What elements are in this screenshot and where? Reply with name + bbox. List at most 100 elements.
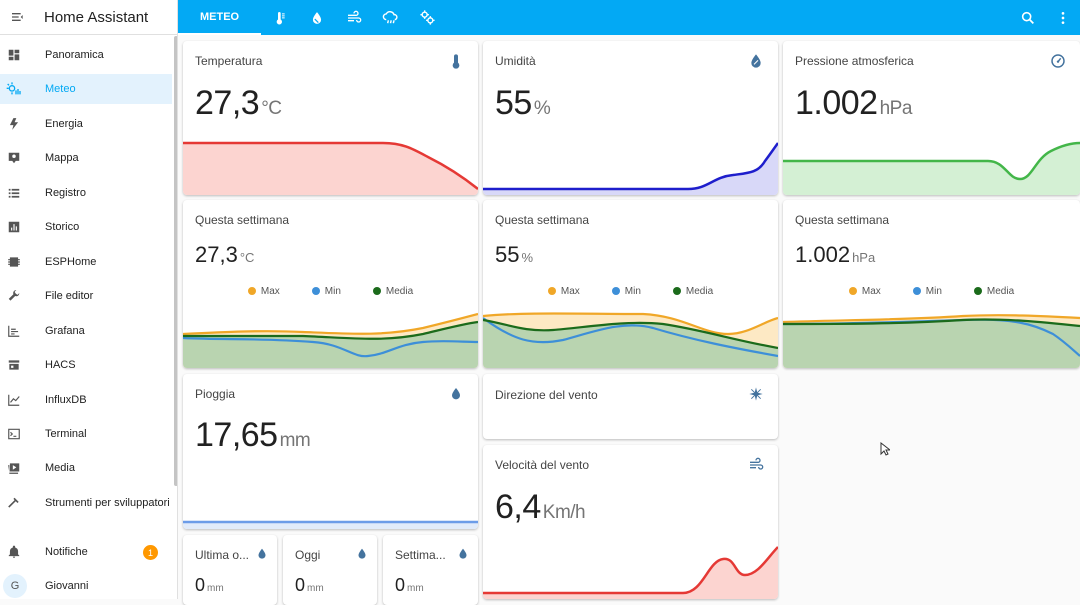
- week-humidity-card[interactable]: Questa settimana 55% Max Min Media: [483, 200, 778, 368]
- sidebar-header: Home Assistant: [0, 0, 177, 35]
- wind-direction-card[interactable]: Direzione del vento: [483, 374, 778, 439]
- bell-icon: [0, 537, 28, 567]
- humidity-value: 55: [495, 84, 532, 122]
- card-title: Temperatura: [195, 54, 263, 68]
- legend-max[interactable]: Max: [848, 286, 881, 297]
- chart-legend: Max Min Media: [483, 286, 778, 297]
- notification-badge: 1: [143, 545, 158, 560]
- sidebar-item-mappa[interactable]: Mappa: [0, 143, 172, 173]
- avatar: G: [3, 574, 27, 598]
- sidebar-item-label: Notifiche: [45, 546, 88, 558]
- pressure-card[interactable]: Pressione atmosferica 1.002 hPa: [783, 41, 1080, 195]
- chart-legend: Max Min Media: [183, 286, 478, 297]
- rain-cloud-icon: [382, 11, 398, 24]
- legend-max[interactable]: Max: [547, 286, 580, 297]
- user-name: Giovanni: [45, 580, 89, 592]
- card-title: Direzione del vento: [495, 388, 598, 402]
- sidebar-item-meteo[interactable]: Meteo: [0, 74, 172, 104]
- card-title: Pioggia: [195, 387, 236, 401]
- sidebar-item-terminal[interactable]: Terminal: [0, 419, 172, 449]
- tab-rain[interactable]: [372, 0, 409, 35]
- humidity-card[interactable]: Umidità 55%: [483, 41, 778, 195]
- humidity-unit: %: [533, 98, 551, 119]
- chart-icon: [0, 212, 28, 242]
- rain-today-value: 0: [295, 575, 306, 595]
- tab-settings[interactable]: [409, 0, 446, 35]
- legend-min[interactable]: Min: [311, 286, 341, 297]
- wind-speed-graph: [483, 546, 778, 599]
- chip-icon: [0, 247, 28, 277]
- legend-media[interactable]: Media: [973, 286, 1014, 297]
- sidebar-item-label: Terminal: [45, 428, 87, 440]
- pressure-graph: [783, 141, 1080, 195]
- search-button[interactable]: [1010, 0, 1045, 35]
- week-pressure-card[interactable]: Questa settimana 1.002 hPa Max Min Media: [783, 200, 1080, 368]
- menu-toggle-button[interactable]: [0, 0, 36, 35]
- sidebar-item-notifiche[interactable]: Notifiche 1: [0, 537, 172, 567]
- sidebar-item-label: Media: [45, 462, 75, 474]
- more-button[interactable]: [1045, 0, 1080, 35]
- sidebar-item-file-editor[interactable]: File editor: [0, 281, 172, 311]
- week-temperature-card[interactable]: Questa settimana 27,3 °C Max Min Media: [183, 200, 478, 368]
- hammer-icon: [0, 488, 28, 518]
- sidebar-item-hacs[interactable]: HACS: [0, 350, 172, 380]
- pressure-value: 1.002: [795, 84, 878, 122]
- week-temperature-value: 27,3: [195, 242, 238, 267]
- sidebar-item-label: Storico: [45, 221, 80, 233]
- week-humidity-unit: %: [521, 250, 534, 265]
- tab-temperature[interactable]: [261, 0, 298, 35]
- week-temperature-graph: [183, 312, 478, 368]
- tab-humidity[interactable]: [298, 0, 335, 35]
- menu-icon: [12, 13, 23, 21]
- rain-today-card[interactable]: Oggi 0 mm: [283, 535, 377, 605]
- sidebar-item-label: File editor: [45, 290, 94, 302]
- sidebar-item-esphome[interactable]: ESPHome: [0, 247, 172, 277]
- wind-speed-card[interactable]: Velocità del vento 6,4 Km/h: [483, 445, 778, 599]
- line-chart-icon: [0, 385, 28, 415]
- rain-week-card[interactable]: Settima... 0 mm: [383, 535, 478, 605]
- sidebar-item-label: HACS: [45, 359, 76, 371]
- sidebar-item-user[interactable]: G Giovanni: [0, 571, 172, 599]
- more-icon: [1061, 11, 1064, 24]
- legend-media[interactable]: Media: [372, 286, 413, 297]
- card-title: Umidità: [495, 54, 536, 68]
- sidebar-item-media[interactable]: Media: [0, 453, 172, 483]
- sidebar-item-label: Mappa: [45, 152, 79, 164]
- temperature-unit: °C: [261, 98, 282, 119]
- week-pressure-value: 1.002: [795, 242, 851, 267]
- lightning-icon: [0, 109, 28, 139]
- wind-icon: [347, 10, 361, 23]
- sidebar-item-label: InfluxDB: [45, 394, 87, 406]
- week-humidity-graph: [483, 312, 778, 368]
- sidebar-item-registro[interactable]: Registro: [0, 178, 172, 208]
- gauge-icon: [1051, 54, 1065, 68]
- sidebar-item-label: Strumenti per sviluppatori: [45, 497, 170, 509]
- rain-card[interactable]: Pioggia 17,65 mm: [183, 374, 478, 529]
- wind-speed-unit: Km/h: [542, 502, 586, 523]
- map-icon: [0, 143, 28, 173]
- week-pressure-unit: hPa: [852, 250, 876, 265]
- water-icon: [312, 11, 321, 24]
- card-title: Questa settimana: [795, 213, 890, 227]
- tab-meteo[interactable]: METEO: [178, 0, 262, 35]
- sidebar-item-grafana[interactable]: Grafana: [0, 316, 172, 346]
- sidebar-item-energia[interactable]: Energia: [0, 109, 172, 139]
- card-title: Questa settimana: [495, 213, 590, 227]
- week-temperature-unit: °C: [239, 250, 255, 265]
- card-title: Questa settimana: [195, 213, 290, 227]
- wind-icon: [750, 457, 764, 470]
- week-humidity-value: 55: [495, 242, 520, 267]
- tab-wind[interactable]: [335, 0, 372, 35]
- store-icon: [0, 350, 28, 380]
- legend-min[interactable]: Min: [611, 286, 641, 297]
- sidebar-item-strumenti[interactable]: Strumenti per sviluppatori: [0, 488, 172, 518]
- sidebar-scrollbar[interactable]: [174, 36, 177, 486]
- sidebar-item-storico[interactable]: Storico: [0, 212, 172, 242]
- legend-min[interactable]: Min: [912, 286, 942, 297]
- sidebar-item-influxdb[interactable]: InfluxDB: [0, 385, 172, 415]
- legend-media[interactable]: Media: [672, 286, 713, 297]
- legend-max[interactable]: Max: [247, 286, 280, 297]
- temperature-card[interactable]: Temperatura 27,3 °C: [183, 41, 478, 195]
- rain-last-hour-card[interactable]: Ultima o... 0 mm: [183, 535, 277, 605]
- sidebar-item-panoramica[interactable]: Panoramica: [0, 40, 172, 70]
